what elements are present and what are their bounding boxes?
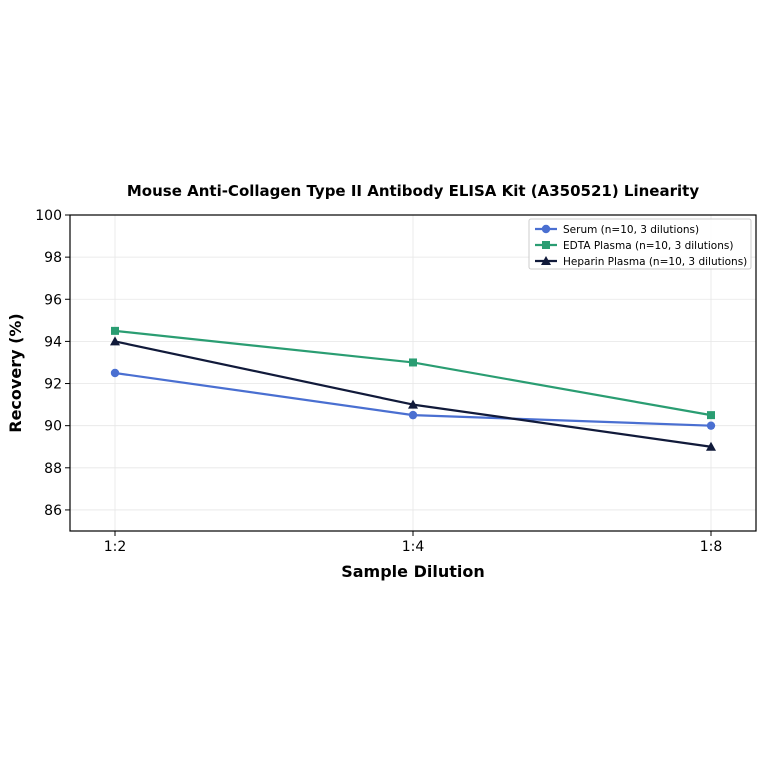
- y-tick-label: 98: [44, 250, 62, 266]
- legend-label: Heparin Plasma (n=10, 3 dilutions): [563, 256, 747, 268]
- data-point: [706, 441, 716, 451]
- y-tick-label: 92: [44, 377, 62, 393]
- x-axis-ticks: 1:2 1:4 1:8: [104, 531, 723, 555]
- x-tick-label: 1:4: [402, 539, 425, 555]
- data-point: [110, 336, 120, 346]
- legend-item-3: Heparin Plasma (n=10, 3 dilutions): [535, 256, 747, 268]
- series-group: [110, 326, 716, 451]
- data-point: [706, 421, 716, 430]
- series-3: [110, 336, 716, 451]
- y-tick-label: 90: [44, 419, 62, 435]
- series-2: [111, 326, 715, 420]
- x-tick-label: 1:8: [700, 539, 723, 555]
- y-axis-label: Recovery (%): [6, 313, 25, 432]
- legend: Serum (n=10, 3 dilutions) EDTA Plasma (n=…: [528, 218, 752, 270]
- y-axis-ticks: 86 88 90 92 94 96 98 100: [35, 208, 70, 519]
- y-tick-label: 96: [44, 292, 62, 308]
- legend-label: Serum (n=10, 3 dilutions): [563, 224, 699, 236]
- chart-title: Mouse Anti-Collagen Type II Antibody ELI…: [127, 182, 699, 200]
- legend-marker: [541, 224, 551, 234]
- y-tick-label: 94: [44, 334, 62, 350]
- data-point: [110, 368, 120, 378]
- y-tick-label: 88: [44, 461, 62, 477]
- y-tick-label: 100: [35, 208, 62, 224]
- legend-box: [528, 218, 752, 270]
- data-point: [111, 326, 119, 335]
- legend-item-1: Serum (n=10, 3 dilutions): [535, 224, 699, 236]
- data-point: [409, 358, 417, 367]
- data-point: [707, 411, 715, 420]
- data-point: [408, 410, 418, 420]
- series-1: [110, 368, 716, 430]
- y-tick-label: 86: [44, 503, 62, 519]
- data-point: [408, 399, 418, 409]
- legend-label: EDTA Plasma (n=10, 3 dilutions): [563, 240, 733, 252]
- x-tick-label: 1:2: [104, 539, 127, 555]
- x-axis-label: Sample Dilution: [341, 562, 485, 581]
- legend-item-2: EDTA Plasma (n=10, 3 dilutions): [535, 240, 733, 252]
- legend-marker: [542, 241, 550, 249]
- legend-marker: [541, 256, 551, 265]
